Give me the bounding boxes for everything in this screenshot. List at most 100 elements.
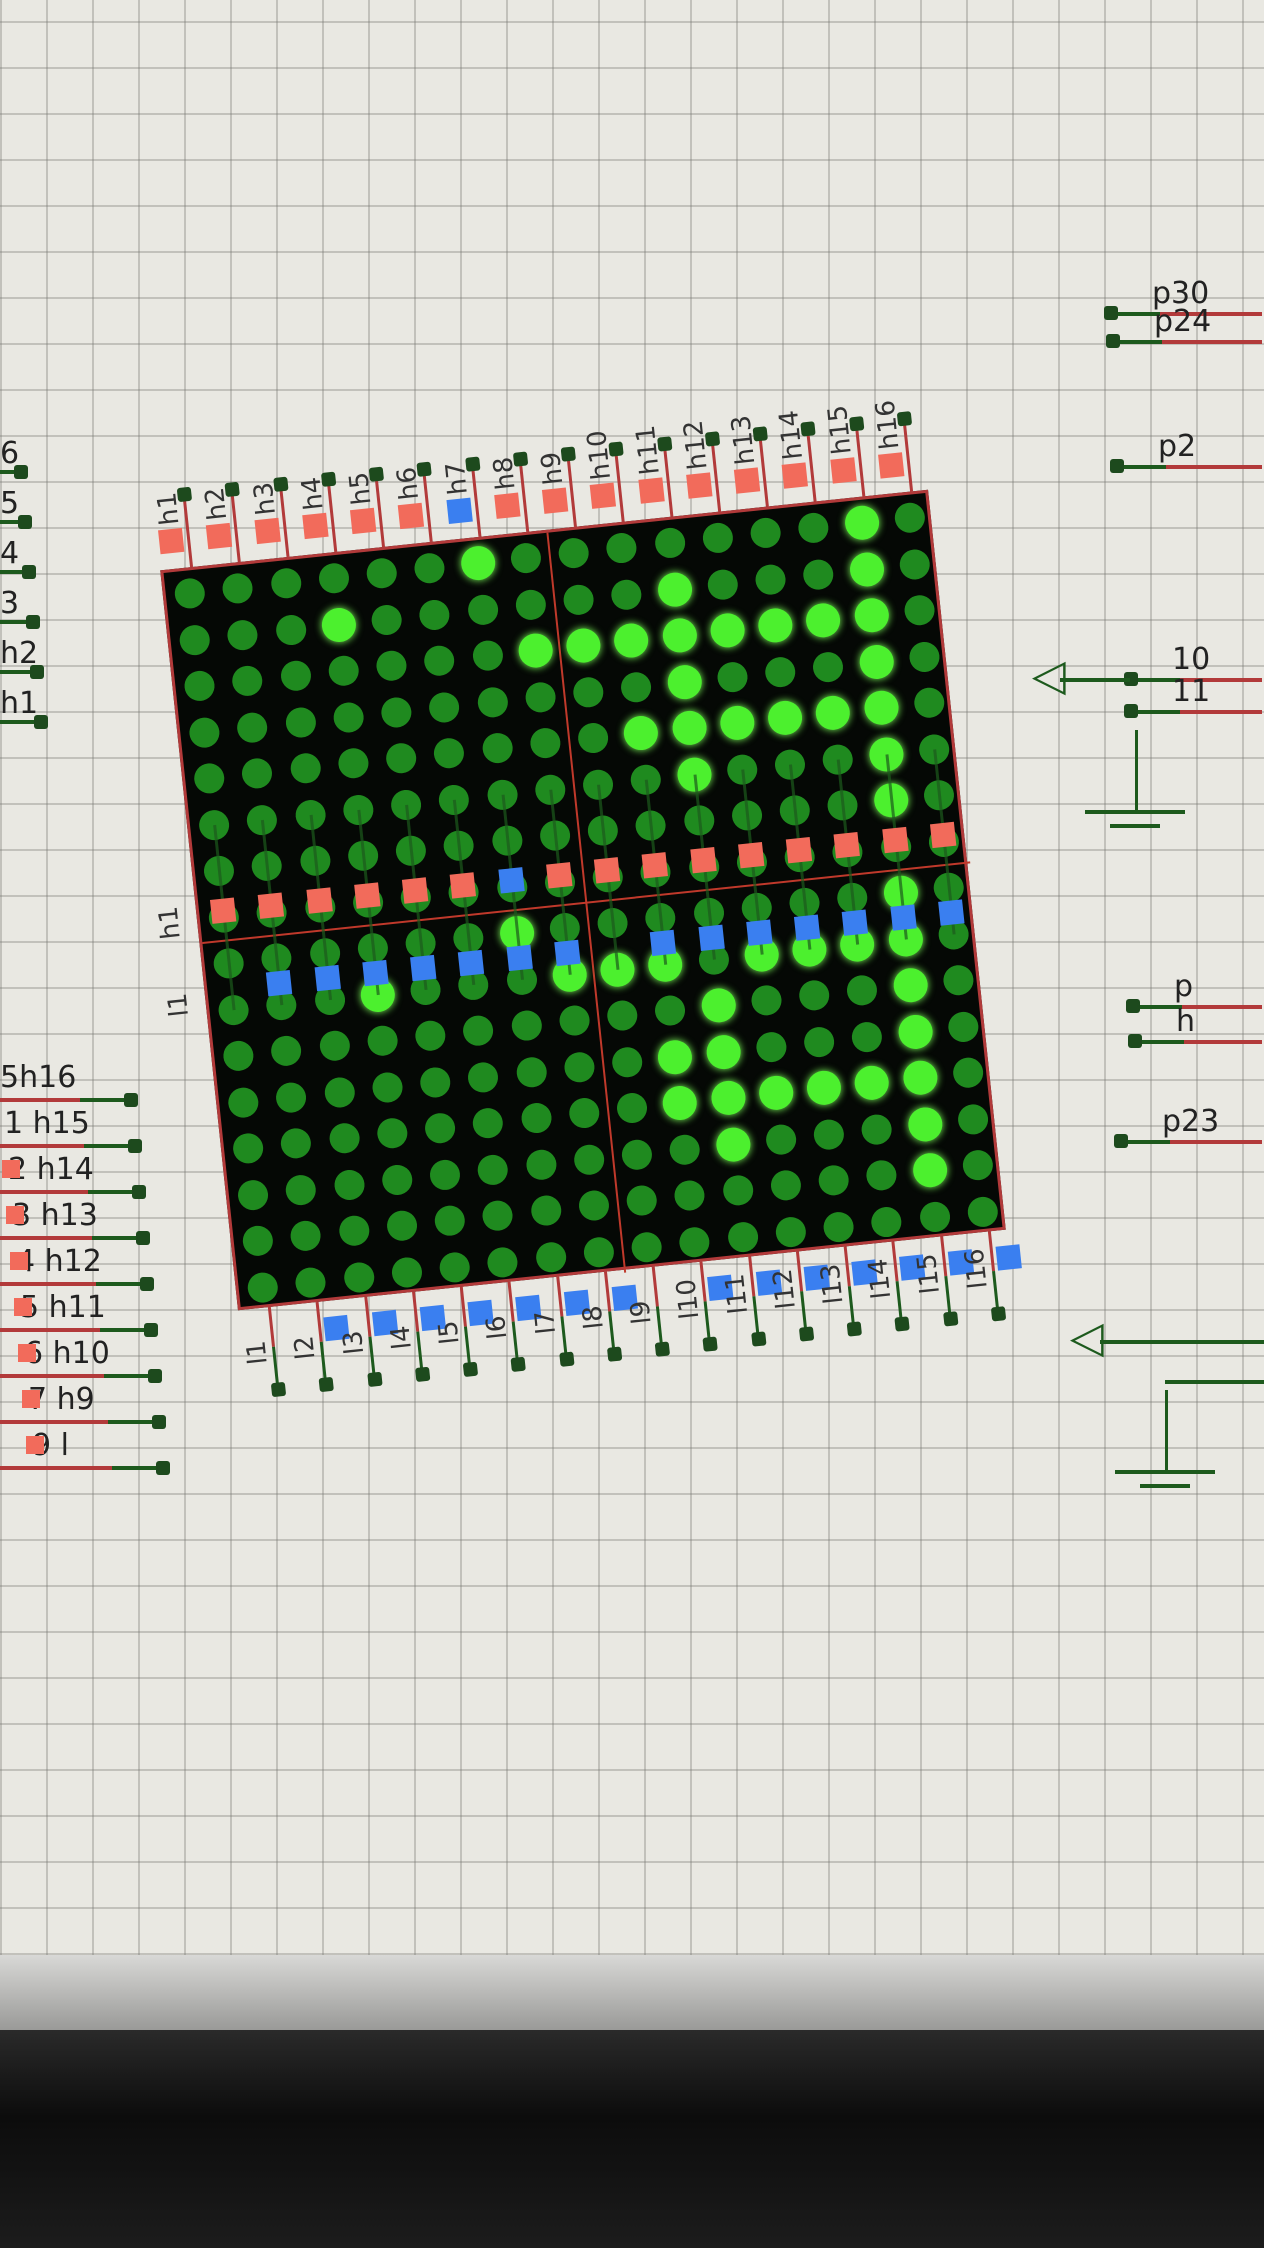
led [428, 1157, 462, 1191]
led [769, 1168, 803, 1202]
ground-symbol [1140, 1484, 1190, 1488]
pin-state-blue [362, 959, 389, 987]
led [801, 557, 835, 591]
led [764, 1122, 798, 1156]
led [235, 710, 269, 744]
net-terminal [1110, 459, 1124, 473]
pin-label: l2 [289, 1334, 322, 1361]
led [269, 1034, 303, 1068]
pin-label: l6 [481, 1314, 514, 1341]
led [461, 1014, 495, 1048]
led [870, 1205, 904, 1239]
net-label: h1 [0, 686, 39, 721]
led [509, 1009, 543, 1043]
net-wire [1162, 340, 1262, 344]
net-wire [88, 1190, 138, 1194]
pin-wire [511, 1321, 520, 1362]
led [567, 1096, 601, 1130]
pin-terminal [990, 1306, 1006, 1322]
net-wire [0, 1328, 100, 1332]
net-label: 4 [0, 536, 20, 571]
ground-symbol [1085, 810, 1185, 814]
pin-label: h3 [248, 480, 282, 517]
led [699, 986, 737, 1025]
led [337, 1214, 371, 1248]
led [438, 1250, 472, 1284]
led [332, 1168, 366, 1202]
led [946, 1009, 980, 1043]
schematic-canvas[interactable]: 6 5 4 3 h2 h1 5h16 1 h15 2 h14 3 h13 4 h12 5 h11 6 … [0, 0, 1264, 1955]
pin-state-red [541, 487, 569, 514]
led [842, 504, 881, 542]
net-terminal [156, 1461, 170, 1475]
led [279, 1126, 313, 1160]
led [557, 536, 591, 570]
led [529, 1194, 563, 1228]
led [379, 695, 413, 729]
led [653, 526, 687, 560]
led [766, 699, 804, 737]
led [385, 1209, 419, 1243]
pin-wire [902, 421, 913, 492]
pin-state-red [637, 477, 665, 504]
pin-state-blue [745, 919, 773, 946]
led [610, 1045, 644, 1079]
net-label: 1 h15 [4, 1106, 90, 1141]
net-wire [112, 1466, 162, 1470]
led-matrix-component[interactable]: h1 l1 h1 h2 h3 h4 h5 h6 h7 h8 h9 h10 h11 h12 h13 h14 h15… [152, 399, 1022, 1398]
net-wire [0, 1282, 96, 1286]
led [284, 1173, 318, 1207]
led [476, 1152, 510, 1186]
led [625, 1184, 659, 1217]
led [619, 670, 653, 704]
led [822, 1210, 856, 1244]
led [173, 576, 207, 610]
net-wire [0, 470, 18, 474]
net-wire [0, 620, 30, 624]
pin-state-blue [266, 970, 293, 997]
led-matrix-body[interactable] [160, 489, 1006, 1311]
pin-state-blue [445, 497, 473, 525]
pin-terminal [942, 1311, 958, 1327]
net-terminal [30, 665, 44, 679]
pin-state-red [733, 467, 761, 494]
net-wire [0, 1420, 108, 1424]
led [427, 690, 461, 724]
led [342, 1260, 376, 1294]
led [236, 1178, 270, 1212]
pin-state-red [589, 482, 617, 509]
net-terminal [18, 515, 32, 529]
net-wire [1134, 1040, 1184, 1044]
pin-label: h11 [630, 423, 666, 477]
led [797, 978, 831, 1012]
net-wire [1116, 465, 1166, 469]
led [178, 623, 212, 657]
led [221, 1039, 255, 1073]
net-wire [96, 1282, 146, 1286]
pin-state-red [641, 852, 669, 879]
net-label: 5h16 [0, 1060, 77, 1095]
pin-state-red [353, 882, 381, 909]
led [475, 685, 509, 719]
net-label: 3 h13 [12, 1198, 98, 1233]
pin-wire [607, 1311, 616, 1352]
pin-label: l5 [433, 1319, 466, 1346]
led [231, 664, 264, 698]
net-label: p2 [1158, 429, 1197, 464]
led [317, 561, 351, 595]
net-label: 6 h10 [24, 1336, 110, 1371]
pin-label: h9 [536, 450, 570, 487]
net-label: h [1176, 1004, 1196, 1039]
ground-symbol [1110, 824, 1160, 828]
net-wire [0, 1190, 88, 1194]
led [274, 1080, 308, 1114]
net-terminal [128, 1139, 142, 1153]
led [246, 1270, 280, 1304]
net-wire [1160, 312, 1262, 316]
pin-state-red [877, 452, 905, 479]
pin-label: l9 [625, 1298, 658, 1326]
net-label: p30 [1152, 276, 1210, 311]
led [519, 1101, 553, 1135]
led [523, 680, 557, 714]
pin-state-blue [649, 929, 677, 957]
